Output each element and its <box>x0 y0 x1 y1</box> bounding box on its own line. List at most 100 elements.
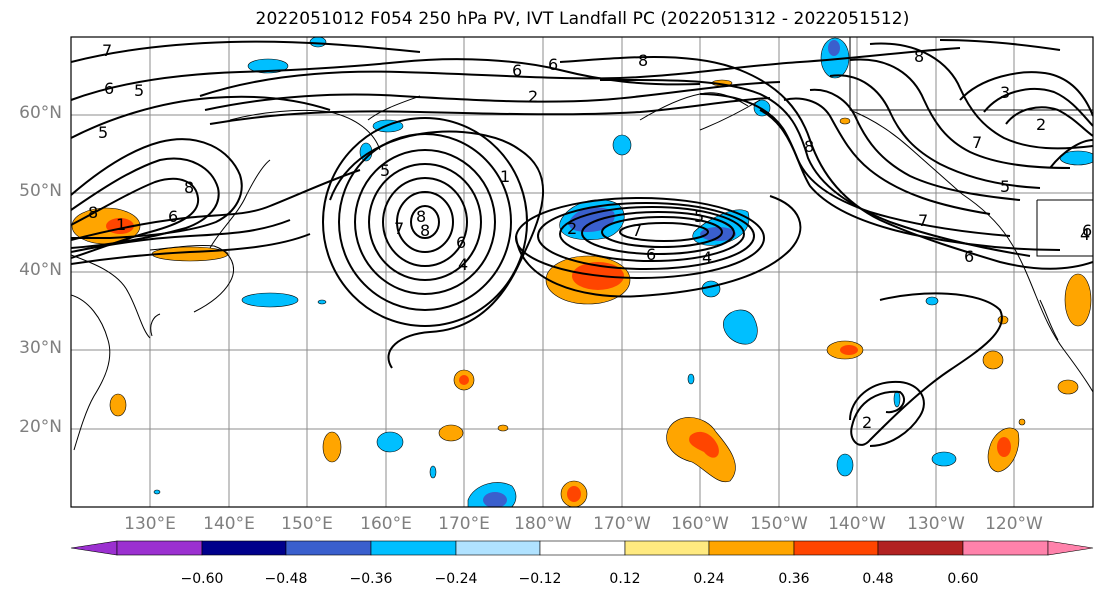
negative-anomaly <box>701 280 721 298</box>
contour-label: 5 <box>694 207 704 226</box>
lat-label: 30°N <box>19 338 62 358</box>
contour-label: 6 <box>548 55 558 74</box>
lon-label: 140°E <box>203 514 255 534</box>
positive-anomaly <box>997 315 1009 325</box>
lon-label: 140°W <box>828 514 886 534</box>
lat-label: 20°N <box>19 417 62 437</box>
negative-anomaly <box>687 373 695 385</box>
contour-label: 5 <box>380 161 390 180</box>
positive-anomaly <box>109 393 127 417</box>
colorbar <box>70 540 1094 556</box>
contour-label: 8 <box>638 51 648 70</box>
contour-label: 8 <box>88 203 98 222</box>
contour-label: 6 <box>646 245 656 264</box>
pv-contour <box>410 205 440 239</box>
negative-anomaly <box>723 309 758 345</box>
pv-contour <box>581 211 735 255</box>
colorbar-bin <box>539 540 626 556</box>
colorbar-bin <box>116 540 203 556</box>
colorbar-extend-min <box>70 540 118 556</box>
contour-label: 8 <box>914 47 924 66</box>
contour-label: 8 <box>420 221 430 240</box>
contour-label: 8 <box>184 178 194 197</box>
negative-anomaly <box>241 292 299 308</box>
colorbar-tick-label: −0.36 <box>349 571 393 587</box>
contour-label: 2 <box>567 219 577 238</box>
lon-label: 130°E <box>124 514 176 534</box>
negative-anomaly <box>153 489 161 495</box>
colorbar-tick-label: 0.12 <box>609 571 641 587</box>
positive-anomaly-core <box>459 375 469 385</box>
negative-anomaly-core <box>828 40 840 56</box>
negative-anomaly <box>836 453 854 477</box>
positive-anomaly <box>839 117 851 125</box>
contour-labels: 7 6 5 5 8 8 1 6 5 8 8 7 6 4 1 6 8 6 2 8 … <box>88 41 1092 432</box>
lon-label: 130°W <box>907 514 965 534</box>
colorbar-bin <box>201 540 287 556</box>
colorbar-tick-label: −0.60 <box>180 571 224 587</box>
pv-contour <box>354 149 496 295</box>
positive-anomaly <box>1057 379 1079 395</box>
lon-label: 150°W <box>750 514 808 534</box>
contour-label: 2 <box>1036 115 1046 134</box>
colorbar-bin <box>793 540 879 556</box>
colorbar-bin <box>708 540 795 556</box>
colorbar-bin <box>624 540 710 556</box>
contour-label: 4 <box>702 248 712 267</box>
pv-contour <box>537 202 755 270</box>
contour-label: 6 <box>964 247 974 266</box>
pv-contour <box>396 191 454 253</box>
contour-label: 7 <box>632 221 642 240</box>
contour-label: 1 <box>500 167 510 186</box>
lon-label: 150°E <box>281 514 333 534</box>
colorbar-bin <box>285 540 372 556</box>
negative-anomaly <box>429 465 437 479</box>
pv-contours <box>71 39 1093 447</box>
contour-label: 3 <box>1000 83 1010 102</box>
positive-anomaly <box>497 424 509 432</box>
contour-label: 7 <box>918 211 928 230</box>
lat-label: 50°N <box>19 181 62 201</box>
contour-label: 2 <box>528 87 538 106</box>
positive-anomaly-core <box>997 437 1011 457</box>
colorbar-tick-label: −0.48 <box>264 571 308 587</box>
colorbar-bin <box>962 540 1049 556</box>
lat-label: 60°N <box>19 103 62 123</box>
lon-label: 180°W <box>514 514 572 534</box>
negative-anomaly <box>893 390 901 408</box>
positive-anomaly-core <box>567 486 581 502</box>
positive-anomaly <box>1018 418 1026 426</box>
pv-contour <box>559 206 745 262</box>
contour-label: 6 <box>168 207 178 226</box>
lat-label: 40°N <box>19 260 62 280</box>
pv-contour <box>601 216 723 248</box>
contour-label: 2 <box>862 413 872 432</box>
negative-anomaly-core <box>483 492 507 507</box>
colorbar-bin <box>370 540 457 556</box>
negative-anomaly-core <box>700 227 736 241</box>
positive-anomaly <box>322 431 342 463</box>
negative-anomaly <box>612 134 632 156</box>
contour-label: 4 <box>1080 225 1090 244</box>
colorbar-tick-label: 0.36 <box>778 571 810 587</box>
contour-label: 6 <box>1082 221 1092 240</box>
contour-label: 1 <box>116 215 126 234</box>
positive-anomaly <box>1064 273 1092 327</box>
lon-label: 170°E <box>438 514 490 534</box>
contour-label: 7 <box>102 41 112 60</box>
negative-anomaly <box>376 431 404 453</box>
negative-anomaly <box>309 37 327 48</box>
negative-anomaly <box>925 296 939 306</box>
contour-label: 8 <box>416 207 426 226</box>
contour-label: 4 <box>458 255 468 274</box>
colorbar-bin <box>877 540 964 556</box>
map-border <box>70 36 1094 508</box>
contour-label: 8 <box>804 137 814 156</box>
positive-anomaly <box>982 350 1004 370</box>
pv-contour <box>368 163 482 281</box>
negative-anomaly <box>247 58 289 74</box>
colorbar-tick-label: −0.24 <box>434 571 478 587</box>
positive-anomaly-core <box>689 431 719 458</box>
colorbar-bin <box>455 540 541 556</box>
